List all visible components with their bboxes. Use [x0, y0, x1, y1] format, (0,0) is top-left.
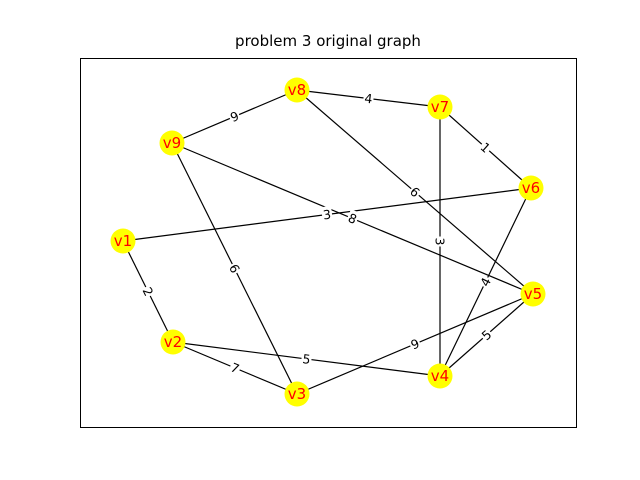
node-v3: v3: [284, 381, 310, 407]
edge-weight-bg: [477, 138, 495, 157]
nodes-layer: v1 v2 v3 v4 v5 v6 v7 v8 v9: [110, 77, 546, 407]
node-label: v2: [164, 333, 182, 351]
edge-weight-bg: [406, 182, 425, 201]
node-label: v5: [524, 285, 542, 303]
node-circle: [160, 329, 186, 355]
edge-weight-bg: [362, 89, 375, 107]
plot-frame: [80, 58, 577, 428]
edge-weight-v8-v7: 4: [362, 89, 375, 107]
edge-weight-bg: [321, 205, 333, 223]
edge-weight-v3-v5: 9: [407, 334, 423, 353]
edge-weight-label: 4: [364, 91, 374, 107]
edge-weight-bg: [226, 260, 244, 277]
edge-weight-label: 3: [322, 207, 332, 223]
edge-weight-v9-v8: 9: [226, 107, 242, 125]
node-v8: v8: [284, 77, 310, 103]
node-v7: v7: [427, 94, 453, 120]
edge-weight-bg: [345, 209, 361, 227]
node-v4: v4: [427, 363, 453, 389]
graph-title: problem 3 original graph: [235, 32, 421, 50]
node-circle: [518, 175, 544, 201]
node-circle: [159, 130, 185, 156]
edge-weight-v1-v2: 2: [139, 283, 158, 300]
edge-weight-label: 3: [433, 238, 448, 246]
node-label: v1: [114, 232, 132, 250]
node-circle: [427, 94, 453, 120]
edge-weight-v2-v4: 5: [300, 350, 313, 367]
edges-layer: [122, 89, 534, 395]
edge-weight-v1-v6: 3: [321, 205, 333, 223]
edge-weight-bg: [477, 325, 495, 344]
node-v1: v1: [110, 228, 136, 254]
node-circle: [520, 281, 546, 307]
edge-weight-v7-v4: 3: [433, 236, 448, 247]
node-label: v9: [163, 134, 181, 152]
edge-weight-bg: [227, 358, 243, 377]
node-circle: [284, 77, 310, 103]
edge-weight-v9-v5: 8: [345, 209, 361, 227]
node-label: v4: [431, 367, 449, 385]
edge-weight-v9-v3: 6: [226, 260, 244, 277]
edge-weight-v2-v3: 7: [227, 358, 243, 377]
node-circle: [427, 363, 453, 389]
edge-weight-label: 5: [302, 351, 312, 367]
node-label: v7: [431, 98, 449, 116]
node-circle: [110, 228, 136, 254]
node-v2: v2: [160, 329, 186, 355]
edge-weight-bg: [226, 107, 242, 125]
edge-weight-bg: [433, 236, 448, 247]
node-v6: v6: [518, 175, 544, 201]
edge-weight-bg: [300, 350, 313, 367]
edge-weight-bg: [407, 334, 423, 353]
node-label: v6: [522, 179, 540, 197]
node-v9: v9: [159, 130, 185, 156]
edge-weight-bg: [139, 283, 158, 300]
node-circle: [284, 381, 310, 407]
node-label: v3: [288, 385, 306, 403]
node-v5: v5: [520, 281, 546, 307]
edge-weight-bg: [476, 274, 494, 290]
edge-weight-v6-v4: 4: [476, 274, 494, 290]
node-label: v8: [288, 81, 306, 99]
